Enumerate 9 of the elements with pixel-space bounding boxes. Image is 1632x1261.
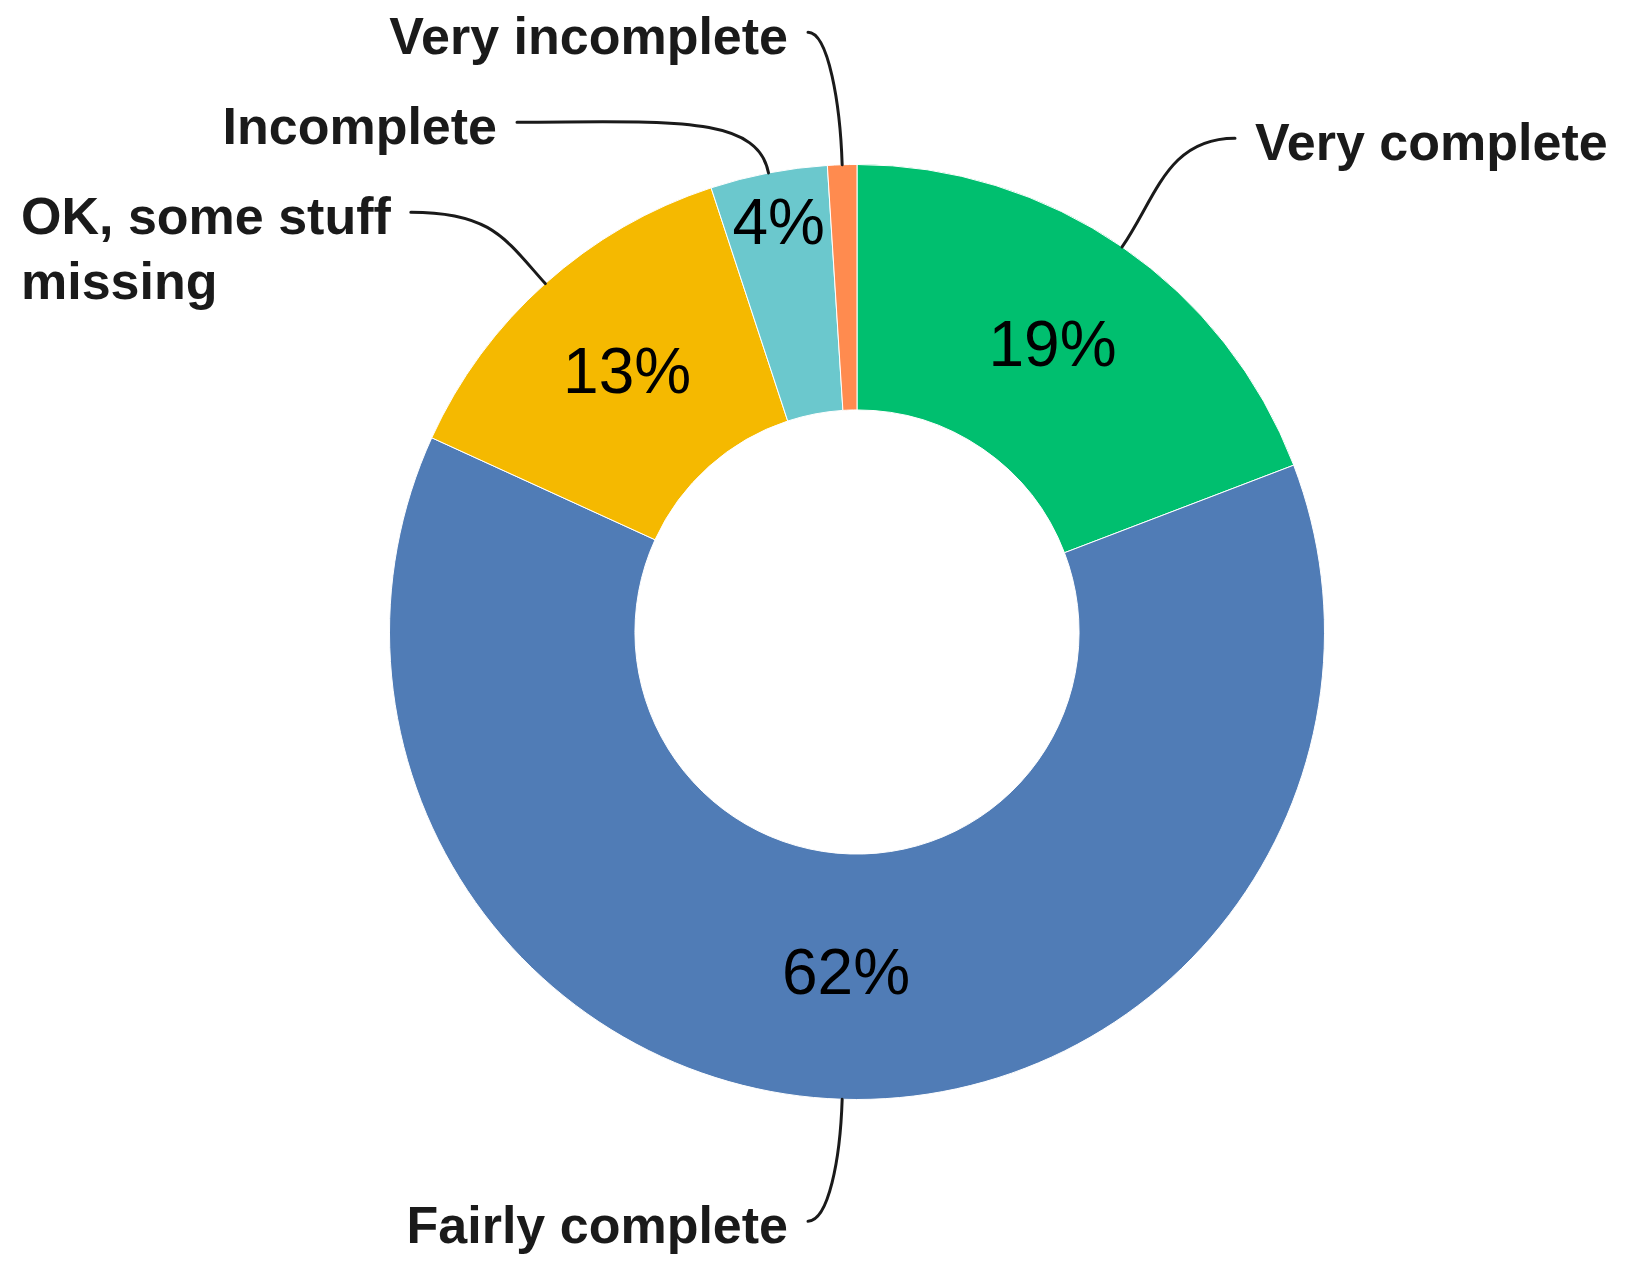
data-label: 19% <box>988 307 1117 380</box>
slice-label: Fairly complete <box>406 1196 788 1254</box>
slice-label: Very incomplete <box>389 7 788 65</box>
slice-label: Incomplete <box>222 97 497 155</box>
data-label: 62% <box>782 936 911 1009</box>
slice-label: Very complete <box>1255 113 1608 171</box>
slice-label: OK, some stuff missing <box>21 187 392 310</box>
data-label: 4% <box>732 185 825 258</box>
data-label: 13% <box>563 334 692 407</box>
